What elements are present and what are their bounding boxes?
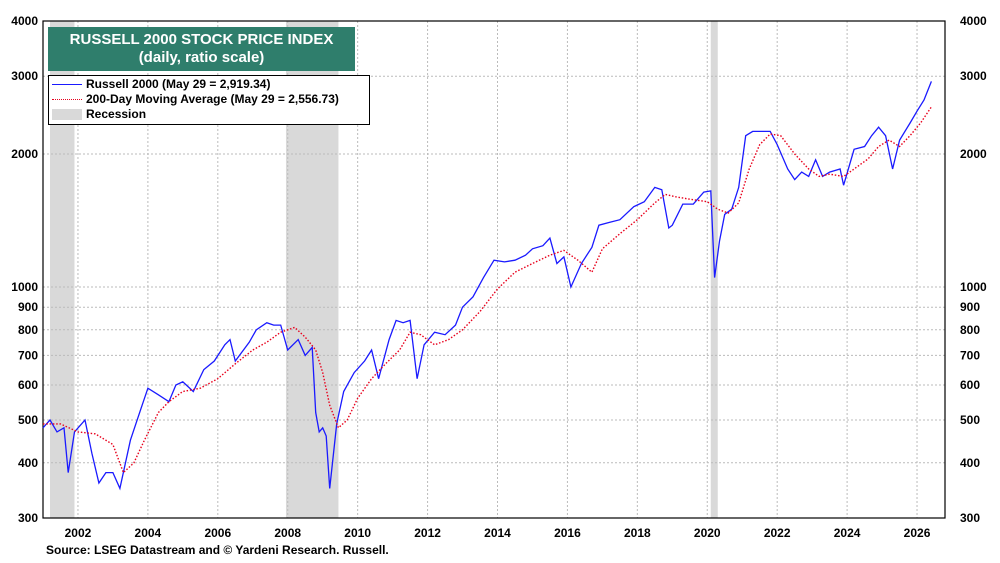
y-tick-label-left-3000: 3000: [11, 69, 38, 83]
chart-title-box: RUSSELL 2000 STOCK PRICE INDEX (daily, r…: [48, 27, 355, 71]
y-tick-label-right-500: 500: [960, 413, 980, 427]
x-tick-label-2020: 2020: [694, 526, 721, 540]
y-tick-label-left-700: 700: [18, 348, 38, 362]
y-tick-label-left-900: 900: [18, 300, 38, 314]
series-line-200-day-ma: [43, 106, 932, 474]
source-note: Source: LSEG Datastream and © Yardeni Re…: [46, 543, 389, 557]
x-tick-label-2026: 2026: [904, 526, 931, 540]
x-tick-label-2016: 2016: [554, 526, 581, 540]
y-tick-label-left-2000: 2000: [11, 147, 38, 161]
legend-label-index: Russell 2000 (May 29 = 2,919.34): [86, 77, 271, 91]
y-tick-label-right-3000: 3000: [960, 69, 987, 83]
y-tick-label-left-400: 400: [18, 456, 38, 470]
y-tick-label-left-500: 500: [18, 413, 38, 427]
plot-frame: [42, 20, 946, 519]
y-tick-label-right-400: 400: [960, 456, 980, 470]
chart-subtitle: (daily, ratio scale): [138, 49, 265, 66]
x-tick-label-2004: 2004: [135, 526, 162, 540]
y-tick-label-left-600: 600: [18, 378, 38, 392]
legend-item-index: Russell 2000 (May 29 = 2,919.34): [49, 77, 369, 92]
legend: Russell 2000 (May 29 = 2,919.34) 200-Day…: [48, 75, 370, 125]
legend-label-recession: Recession: [86, 107, 147, 121]
x-tick-label-2014: 2014: [484, 526, 511, 540]
x-tick-label-2012: 2012: [414, 526, 441, 540]
y-tick-label-left-1000: 1000: [11, 280, 38, 294]
series-line-russell-2000: [42, 81, 933, 491]
y-tick-label-left-4000: 4000: [11, 14, 38, 28]
x-axis-ticks: 2002 2004 2006 2008 2010 2012 2014 2016 2018 2020…: [65, 526, 931, 540]
y-tick-label-right-4000: 4000: [960, 14, 987, 28]
legend-swatch-ma: [52, 99, 82, 100]
x-tick-label-2010: 2010: [344, 526, 371, 540]
legend-item-ma: 200-Day Moving Average (May 29 = 2,556.7…: [49, 92, 369, 107]
y-axis-ticks-right: 300 400 500 600 700 800 900 1000 2000 3000 4000: [960, 14, 987, 525]
x-tick-label-2008: 2008: [274, 526, 301, 540]
y-tick-label-left-800: 800: [18, 323, 38, 337]
y-tick-label-right-600: 600: [960, 378, 980, 392]
series-lines: [42, 81, 933, 491]
y-tick-label-right-700: 700: [960, 348, 980, 362]
y-tick-label-right-1000: 1000: [960, 280, 987, 294]
x-tick-label-2022: 2022: [764, 526, 791, 540]
y-tick-label-right-300: 300: [960, 511, 980, 525]
chart-title: RUSSELL 2000 STOCK PRICE INDEX: [69, 31, 334, 48]
y-tick-label-left-300: 300: [18, 511, 38, 525]
x-tick-label-2024: 2024: [834, 526, 861, 540]
x-tick-label-2018: 2018: [624, 526, 651, 540]
legend-label-ma: 200-Day Moving Average (May 29 = 2,556.7…: [86, 92, 339, 106]
legend-swatch-index: [52, 84, 82, 85]
y-tick-label-right-2000: 2000: [960, 147, 987, 161]
x-tick-label-2006: 2006: [204, 526, 231, 540]
y-axis-ticks-left: 300 400 500 600 700 800 900 1000 2000 3000 4000: [11, 14, 38, 525]
legend-item-recession: Recession: [49, 107, 369, 122]
legend-swatch-recession: [52, 109, 82, 120]
y-tick-label-right-900: 900: [960, 300, 980, 314]
y-tick-label-right-800: 800: [960, 323, 980, 337]
x-tick-label-2002: 2002: [65, 526, 92, 540]
